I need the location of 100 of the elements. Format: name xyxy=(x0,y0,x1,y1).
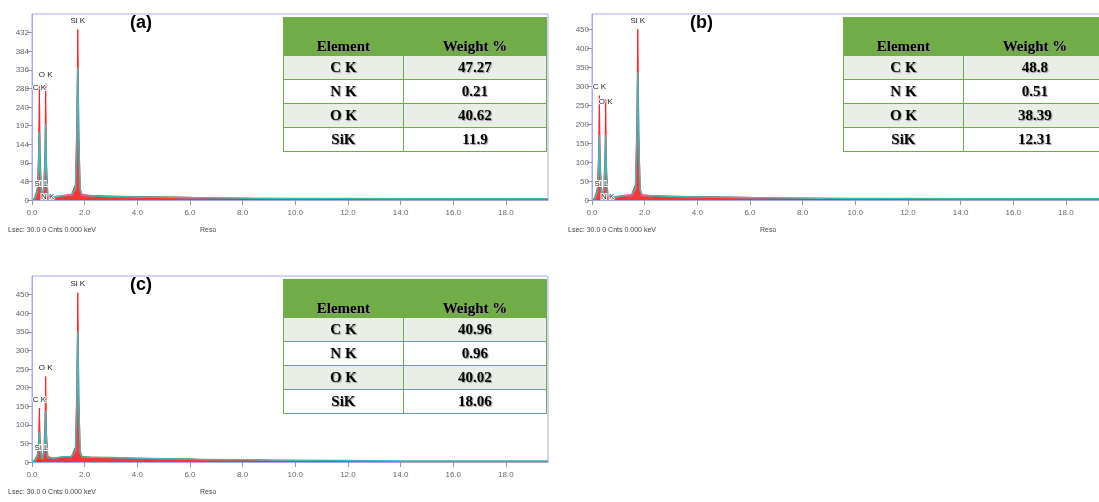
y-tick-label: 48 xyxy=(20,176,30,186)
x-tick-label: 6.0 xyxy=(184,469,197,479)
annotation: 0.96 xyxy=(403,341,547,366)
annotation: N K xyxy=(41,191,56,201)
x-tick-label: 16.0 xyxy=(445,207,462,217)
annotation: SiK xyxy=(283,389,404,414)
x-tick-label: 0.0 xyxy=(26,207,39,217)
x-tick-label: 2.0 xyxy=(79,469,91,479)
x-tick-label: 14.0 xyxy=(392,207,409,217)
y-tick-label: 450 xyxy=(15,290,30,300)
x-tick-label: 4.0 xyxy=(691,207,704,217)
chart-title: (a) xyxy=(130,12,152,32)
y-tick-label: 450 xyxy=(575,24,590,34)
annotation: 0.51 xyxy=(963,79,1099,104)
annotation: Weight % xyxy=(403,17,547,56)
x-tick-label: 18.0 xyxy=(498,469,515,479)
x-tick-label: 0.0 xyxy=(26,469,39,479)
annotation: Si K xyxy=(70,16,86,25)
annotation: Element xyxy=(283,17,404,56)
x-tick-label: 8.0 xyxy=(237,207,249,217)
annotation: 40.02 xyxy=(403,365,547,390)
annotation: SiK xyxy=(283,127,404,152)
annotation: O K xyxy=(283,365,404,390)
chart-title: (b) xyxy=(690,12,713,32)
y-tick-label: 200 xyxy=(575,119,590,129)
annotation: Element xyxy=(843,17,964,56)
y-tick-label: 350 xyxy=(15,327,30,337)
y-tick-label: 0 xyxy=(24,195,30,205)
y-tick-label: 144 xyxy=(15,139,30,149)
y-tick-label: 384 xyxy=(15,46,30,56)
y-tick-label: 300 xyxy=(15,345,30,355)
x-tick-label: 4.0 xyxy=(131,207,144,217)
y-tick-label: 100 xyxy=(575,157,590,167)
x-tick-label: 8.0 xyxy=(797,207,809,217)
y-tick-label: 400 xyxy=(575,43,590,53)
annotation: C K xyxy=(843,55,964,80)
y-tick-label: 400 xyxy=(15,308,30,318)
y-tick-label: 250 xyxy=(575,100,590,110)
x-tick-label: 6.0 xyxy=(744,207,757,217)
annotation: 40.96 xyxy=(403,317,547,342)
x-tick-label: 16.0 xyxy=(1005,207,1022,217)
y-tick-label: 432 xyxy=(15,28,30,38)
annotation: Weight % xyxy=(403,279,547,318)
annotation: N K xyxy=(283,341,404,366)
x-tick-label: 14.0 xyxy=(952,207,969,217)
y-tick-label: 50 xyxy=(580,176,590,186)
annotation: O K xyxy=(283,103,404,128)
y-tick-label: 250 xyxy=(15,364,30,374)
annotation: Si L xyxy=(34,178,49,188)
annotation: C K xyxy=(283,55,404,80)
y-tick-label: 0 xyxy=(584,195,590,205)
annotation: Si K xyxy=(70,279,86,289)
x-tick-label: 10.0 xyxy=(847,207,864,217)
x-tick-label: 10.0 xyxy=(287,469,304,479)
annotation: Si K xyxy=(630,15,646,25)
chart-title: (c) xyxy=(130,274,152,294)
y-tick-label: 50 xyxy=(20,438,30,448)
annotation: 40.62 xyxy=(403,103,547,128)
annotation: C K xyxy=(592,82,607,92)
x-tick-label: 18.0 xyxy=(498,207,515,217)
y-tick-label: 288 xyxy=(15,83,30,93)
annotation: 18.06 xyxy=(403,389,547,414)
y-tick-label: 96 xyxy=(20,158,30,168)
y-tick-label: 192 xyxy=(15,121,30,131)
annotation: 11.9 xyxy=(403,127,547,152)
annotation: C K xyxy=(283,317,404,342)
y-tick-label: 100 xyxy=(15,420,30,430)
annotation: C K xyxy=(32,83,47,93)
x-tick-label: 6.0 xyxy=(184,207,197,217)
x-tick-label: 4.0 xyxy=(131,469,144,479)
annotation: Weight % xyxy=(963,17,1099,56)
y-tick-label: 200 xyxy=(15,383,30,393)
annotation: N K xyxy=(283,79,404,104)
x-tick-label: 8.0 xyxy=(237,469,249,479)
x-tick-label: 12.0 xyxy=(340,469,357,479)
annotation: 47.27 xyxy=(403,55,547,80)
x-tick-label: 12.0 xyxy=(340,207,357,217)
y-tick-label: 150 xyxy=(15,401,30,411)
y-tick-label: 336 xyxy=(15,65,30,75)
x-tick-label: 0.0 xyxy=(586,207,599,217)
y-tick-label: 350 xyxy=(575,62,590,72)
annotation: SiK xyxy=(843,127,964,152)
annotation: Element xyxy=(283,279,404,318)
annotation: C K xyxy=(32,394,47,404)
annotation: Si L xyxy=(594,178,609,188)
y-tick-label: 240 xyxy=(15,102,30,112)
annotation: N K xyxy=(843,79,964,104)
y-tick-label: 300 xyxy=(575,81,590,91)
annotation: O K xyxy=(38,362,54,372)
annotation: O K xyxy=(843,103,964,128)
x-tick-label: 12.0 xyxy=(900,207,917,217)
y-tick-label: 150 xyxy=(575,138,590,148)
x-tick-label: 2.0 xyxy=(639,207,651,217)
annotation: O K xyxy=(38,70,54,80)
annotation: 0.21 xyxy=(403,79,547,104)
annotation: N K xyxy=(601,191,616,201)
x-tick-label: 10.0 xyxy=(287,207,304,217)
annotation: 12.31 xyxy=(963,127,1099,152)
x-tick-label: 18.0 xyxy=(1058,207,1075,217)
y-tick-label: 0 xyxy=(24,457,30,467)
